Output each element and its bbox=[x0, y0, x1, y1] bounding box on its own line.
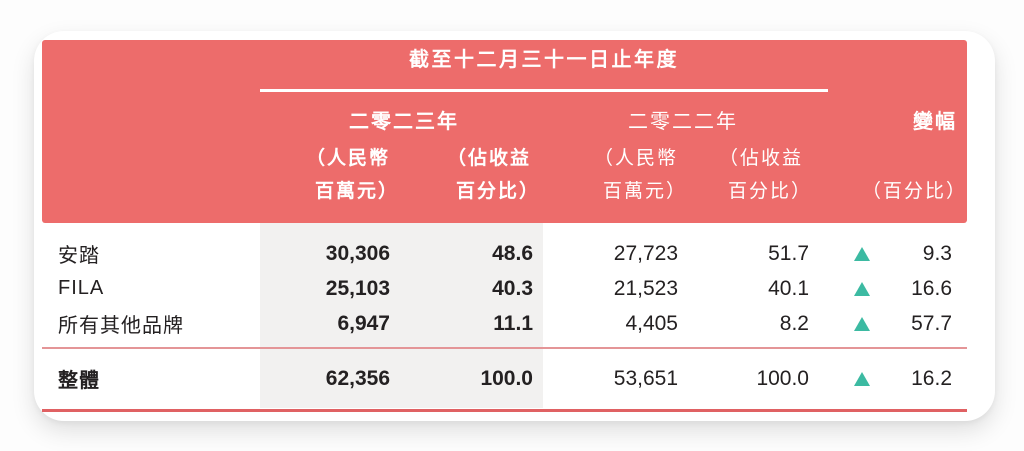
change-value: 57.7 bbox=[911, 311, 952, 335]
value-2023-pct: 40.3 bbox=[492, 276, 533, 300]
brand-name: 所有其他品牌 bbox=[58, 315, 184, 337]
column-header-year-2022: 二零二二年 bbox=[628, 111, 738, 133]
up-triangle-icon bbox=[854, 281, 870, 296]
subheader-2022-pct: （佔收益 百分比） bbox=[718, 142, 810, 208]
brand-name: FILA bbox=[58, 277, 105, 299]
value-2022-pct: 51.7 bbox=[768, 241, 809, 265]
change-value: 16.2 bbox=[911, 366, 952, 390]
value-2022-rmb: 21,523 bbox=[613, 276, 678, 300]
value-2022-rmb: 4,405 bbox=[625, 311, 678, 335]
column-header-year-2023: 二零二三年 bbox=[349, 111, 459, 133]
table-row: 所有其他品牌 6,947 11.1 4,405 8.2 57.7 bbox=[42, 306, 967, 341]
value-2023-rmb: 25,103 bbox=[325, 276, 390, 300]
subheader-line: （人民幣 bbox=[305, 148, 390, 169]
subheader-line: 百萬元） bbox=[602, 181, 687, 202]
up-triangle-icon bbox=[854, 246, 870, 261]
total-2022-rmb: 53,651 bbox=[613, 366, 678, 390]
table-header: 截至十二月三十一日止年度 二零二三年 二零二二年 變幅 （人民幣 百萬元） （佔… bbox=[42, 40, 967, 223]
table-body: 安踏 30,306 48.6 27,723 51.7 9.3 FILA 25,1… bbox=[42, 223, 967, 341]
change-cell: 16.2 bbox=[809, 367, 967, 391]
subheader-line: 百分比） bbox=[455, 181, 540, 202]
subheader-change-pct: （百分比） bbox=[861, 181, 967, 202]
revenue-table-card: 截至十二月三十一日止年度 二零二三年 二零二二年 變幅 （人民幣 百萬元） （佔… bbox=[34, 31, 995, 421]
value-2023-pct: 11.1 bbox=[493, 311, 533, 335]
brand-name: 安踏 bbox=[58, 245, 100, 267]
value-2023-rmb: 6,947 bbox=[337, 311, 390, 335]
table-row: 安踏 30,306 48.6 27,723 51.7 9.3 bbox=[42, 236, 967, 271]
title-underline bbox=[260, 89, 828, 92]
total-label: 整體 bbox=[58, 370, 100, 392]
value-2023-pct: 48.6 bbox=[492, 241, 533, 265]
subheader-2022-rmb: （人民幣 百萬元） bbox=[593, 142, 685, 208]
total-2023-rmb: 62,356 bbox=[325, 366, 390, 390]
subheader-2023-rmb: （人民幣 百萬元） bbox=[305, 142, 397, 208]
total-row: 整體 62,356 100.0 53,651 100.0 16.2 bbox=[42, 349, 967, 408]
subheader-line: （佔收益 bbox=[718, 148, 803, 169]
subheader-line: 百萬元） bbox=[314, 181, 399, 202]
subheader-2023-pct: （佔收益 百分比） bbox=[446, 142, 538, 208]
value-2022-pct: 8.2 bbox=[779, 311, 809, 335]
change-value: 9.3 bbox=[922, 241, 952, 265]
up-triangle-icon bbox=[854, 316, 870, 331]
value-2023-rmb: 30,306 bbox=[325, 241, 390, 265]
period-title: 截至十二月三十一日止年度 bbox=[409, 49, 679, 71]
subheader-line: 百分比） bbox=[727, 181, 812, 202]
value-2022-rmb: 27,723 bbox=[613, 241, 678, 265]
change-value: 16.6 bbox=[911, 276, 952, 300]
total-2023-pct: 100.0 bbox=[480, 366, 533, 390]
subheader-line: （人民幣 bbox=[593, 148, 678, 169]
highlight-band-2023 bbox=[260, 223, 543, 408]
subheader-line: （佔收益 bbox=[446, 148, 531, 169]
bottom-border-line bbox=[42, 408, 967, 412]
column-header-change: 變幅 bbox=[913, 111, 957, 133]
change-cell: 57.7 bbox=[809, 312, 967, 336]
total-2022-pct: 100.0 bbox=[756, 366, 809, 390]
up-triangle-icon bbox=[854, 371, 870, 386]
total-separator-line bbox=[42, 347, 967, 349]
change-cell: 16.6 bbox=[809, 277, 967, 301]
table-row: FILA 25,103 40.3 21,523 40.1 16.6 bbox=[42, 271, 967, 306]
value-2022-pct: 40.1 bbox=[768, 276, 809, 300]
change-cell: 9.3 bbox=[809, 242, 967, 266]
